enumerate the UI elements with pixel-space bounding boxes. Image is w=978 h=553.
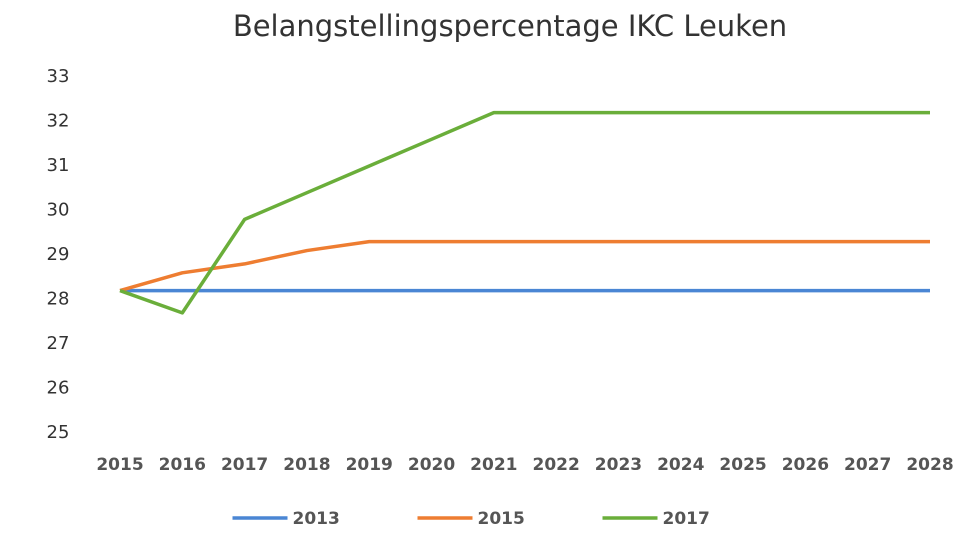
y-tick-label: 33 <box>47 66 70 87</box>
x-tick-label: 2018 <box>283 455 330 475</box>
x-tick-label: 2023 <box>595 455 642 475</box>
x-tick-label: 2021 <box>470 455 517 475</box>
y-tick-label: 26 <box>47 378 70 399</box>
series-line <box>119 239 930 293</box>
x-tick-label: 2019 <box>346 455 393 475</box>
chart-title: Belangstellingspercentage IKC Leuken <box>233 9 787 43</box>
x-tick-label: 2015 <box>96 455 143 475</box>
x-tick-label: 2027 <box>844 455 891 475</box>
x-tick-label: 2016 <box>159 455 206 475</box>
x-tick-label: 2020 <box>408 455 455 475</box>
x-tick-label: 2022 <box>532 455 579 475</box>
y-tick-label: 31 <box>47 155 70 176</box>
y-tick-label: 28 <box>47 289 70 310</box>
legend-label: 2015 <box>478 509 525 529</box>
y-tick-label: 32 <box>47 111 70 132</box>
x-tick-label: 2025 <box>719 455 766 475</box>
x-tick-label: 2028 <box>906 455 953 475</box>
x-tick-label: 2017 <box>221 455 268 475</box>
legend-label: 2017 <box>663 509 710 529</box>
y-tick-label: 30 <box>47 200 70 221</box>
x-tick-label: 2026 <box>782 455 829 475</box>
y-tick-label: 29 <box>47 244 70 265</box>
legend-label: 2013 <box>293 509 340 529</box>
y-tick-label: 27 <box>47 333 70 354</box>
series-line <box>119 110 930 315</box>
x-tick-label: 2024 <box>657 455 704 475</box>
y-tick-label: 25 <box>47 422 70 443</box>
